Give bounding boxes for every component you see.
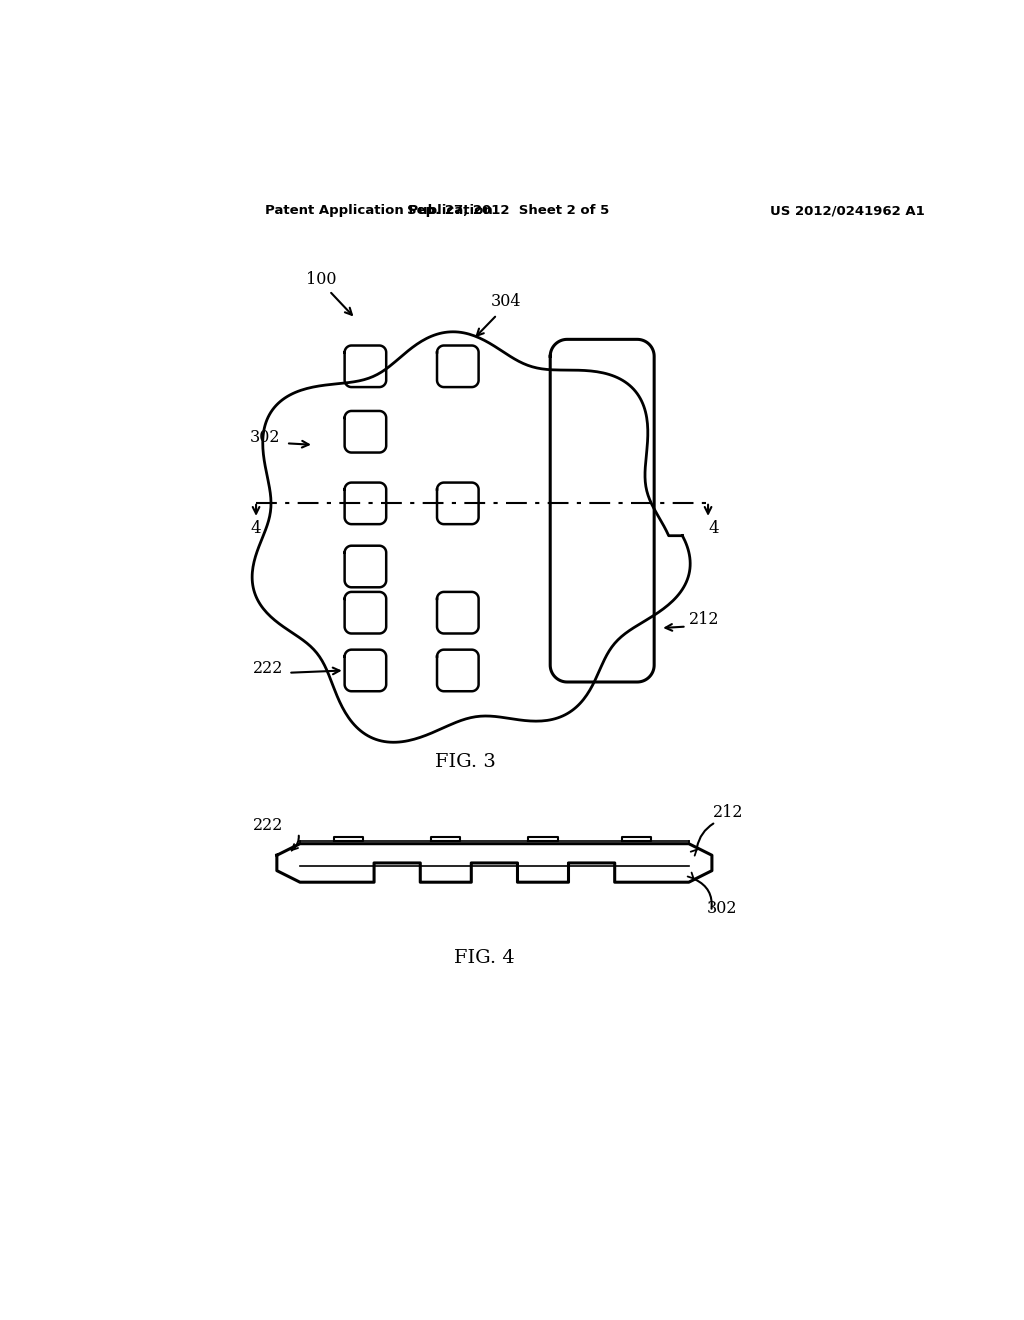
Text: 304: 304 xyxy=(490,293,521,310)
Text: FIG. 3: FIG. 3 xyxy=(435,752,496,771)
Text: Sep. 27, 2012  Sheet 2 of 5: Sep. 27, 2012 Sheet 2 of 5 xyxy=(407,205,609,218)
Text: 302: 302 xyxy=(250,429,281,446)
Text: 212: 212 xyxy=(689,611,719,628)
Text: 222: 222 xyxy=(253,817,283,834)
Text: 4: 4 xyxy=(709,520,720,537)
Text: 4: 4 xyxy=(251,520,261,537)
Text: 222: 222 xyxy=(253,660,283,677)
Text: 302: 302 xyxy=(707,900,737,917)
Text: FIG. 4: FIG. 4 xyxy=(455,949,515,968)
Text: Patent Application Publication: Patent Application Publication xyxy=(265,205,494,218)
Text: 100: 100 xyxy=(306,271,337,288)
Text: US 2012/0241962 A1: US 2012/0241962 A1 xyxy=(770,205,925,218)
Text: 212: 212 xyxy=(713,804,743,821)
